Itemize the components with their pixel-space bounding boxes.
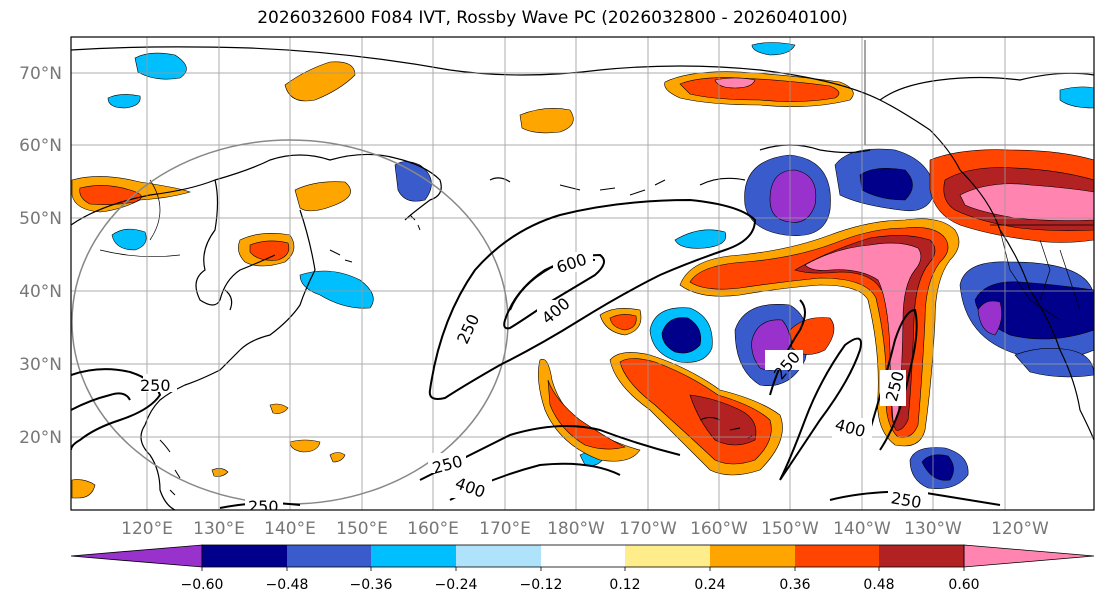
lat-label: 70°N xyxy=(19,64,62,84)
ivt-positive-band xyxy=(211,468,229,477)
contour-250-main xyxy=(428,198,757,400)
colorbar-tick-label: 0.24 xyxy=(694,577,725,593)
lat-label: 50°N xyxy=(19,209,62,229)
colorbar-tick-label: 0.48 xyxy=(863,577,894,593)
colorbar-segment xyxy=(541,545,625,567)
colorbar-tick-label: −0.48 xyxy=(266,577,309,593)
colorbar-segment xyxy=(625,545,710,567)
lon-label: 150°W xyxy=(761,519,819,539)
longitude-labels: 120°E 130°E 140°E 150°E 160°E 170°E 180°… xyxy=(121,519,1049,539)
ivt-negative-core xyxy=(769,169,817,223)
ivt-negative-blob xyxy=(674,229,727,249)
lon-label: 130°E xyxy=(193,519,245,539)
ivt-positive-band xyxy=(294,181,351,212)
figure-title: 2026032600 F084 IVT, Rossby Wave PC (202… xyxy=(257,8,848,28)
contour-label: 250 xyxy=(248,497,279,516)
contour-400-east xyxy=(779,337,862,481)
colorbar-frame xyxy=(201,544,965,568)
ivt-negative-blob xyxy=(107,94,141,109)
ivt-negative-blob xyxy=(111,228,147,251)
ivt-positive-core xyxy=(689,394,757,446)
colorbar-tick-label: 0.12 xyxy=(609,577,640,593)
ivt-negative-core xyxy=(859,168,913,201)
colorbar-tick-label: −0.24 xyxy=(435,577,478,593)
lat-label: 40°N xyxy=(19,282,62,302)
ivt-positive-core xyxy=(714,77,756,89)
ivt-positive-band xyxy=(289,439,321,453)
colorbar-segment xyxy=(371,545,456,567)
ivt-positive-band xyxy=(609,314,637,331)
contour-250-east xyxy=(769,299,806,396)
ivt-negative-core xyxy=(661,317,702,354)
ivt-positive-band xyxy=(538,358,641,462)
ivt-positive-band xyxy=(79,185,142,205)
lon-label: 170°E xyxy=(479,519,531,539)
colorbar-tick-label: −0.60 xyxy=(181,577,224,593)
colorbar-tick-label: 0.60 xyxy=(948,577,979,593)
ivt-positive-band xyxy=(519,108,574,134)
contour-400-west xyxy=(71,392,131,411)
lon-label: 140°E xyxy=(264,519,316,539)
map-frame xyxy=(70,36,1095,511)
ivt-negative-blob xyxy=(299,270,374,309)
ivt-negative-core xyxy=(977,300,1002,336)
colorbar-segment xyxy=(287,545,371,567)
colorbar-tick-label: −0.12 xyxy=(520,577,563,593)
lon-label: 160°E xyxy=(407,519,459,539)
lon-label: 130°W xyxy=(904,519,962,539)
colorbar-tick-label: 0.36 xyxy=(779,577,810,593)
ivt-negative-blob xyxy=(1014,348,1094,378)
lat-label: 30°N xyxy=(19,355,62,375)
ivt-positive-band xyxy=(329,452,346,463)
latitude-labels: 70°N 60°N 50°N 40°N 30°N 20°N xyxy=(19,64,62,448)
ivt-positive-band xyxy=(284,61,356,102)
lon-label: 120°E xyxy=(121,519,173,539)
ivt-positive-core xyxy=(959,183,1094,221)
contour-250-west xyxy=(71,368,162,451)
colorbar-segment xyxy=(963,544,1095,568)
colorbar-segment xyxy=(710,545,795,567)
lat-label: 60°N xyxy=(19,136,62,156)
lon-label: 160°W xyxy=(690,519,748,539)
lon-label: 120°W xyxy=(991,519,1049,539)
ivt-negative-blob xyxy=(1059,86,1094,109)
ivt-positive-band xyxy=(249,240,290,261)
colorbar: −0.60 −0.48 −0.36 −0.24 −0.12 0.12 0.24 … xyxy=(70,544,1095,593)
colorbar-segment xyxy=(879,545,964,567)
lon-label: 150°E xyxy=(336,519,388,539)
ivt-positive-band xyxy=(547,379,626,450)
colorbar-segment xyxy=(795,545,879,567)
colorbar-segment xyxy=(70,544,203,568)
map-panel: 600 400 250 250 250 400 250 250 400 250 … xyxy=(71,37,1094,516)
contour-label: 250 xyxy=(140,376,171,395)
lon-label: 180°W xyxy=(547,519,605,539)
lon-label: 170°W xyxy=(619,519,677,539)
coastlines xyxy=(71,46,1094,510)
islands xyxy=(159,179,753,496)
lon-label: 140°W xyxy=(833,519,891,539)
contour-label: 250 xyxy=(890,488,923,512)
colorbar-tick-label: −0.36 xyxy=(350,577,393,593)
ivt-negative-blob xyxy=(751,42,796,56)
ivt-positive-band xyxy=(71,479,96,499)
lat-label: 20°N xyxy=(19,428,62,448)
colorbar-segment xyxy=(202,545,287,567)
colorbar-segment xyxy=(456,545,541,567)
ivt-positive-band xyxy=(269,403,289,414)
